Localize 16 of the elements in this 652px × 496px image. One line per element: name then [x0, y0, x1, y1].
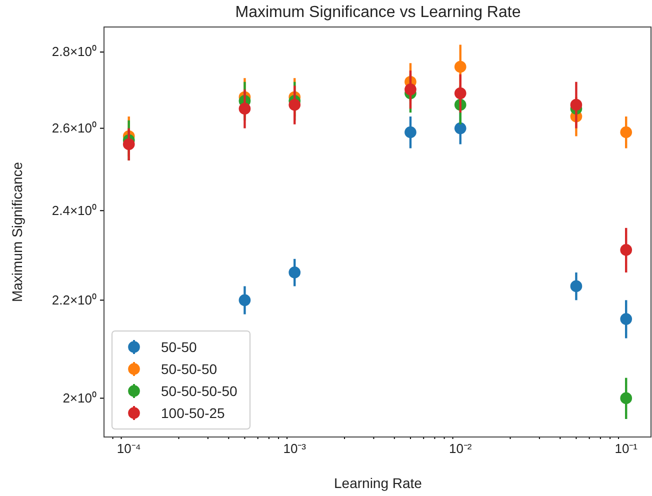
- x-tick-label: 10⁻¹: [614, 441, 638, 456]
- y-tick-label: 2.6×10⁰: [52, 120, 97, 136]
- x-axis-title: Learning Rate: [334, 475, 422, 491]
- legend-label: 50-50-50-50: [161, 383, 238, 399]
- y-tick-label: 2.4×10⁰: [52, 202, 97, 218]
- legend-label: 50-50: [161, 339, 198, 355]
- chart-title: Maximum Significance vs Learning Rate: [235, 4, 521, 21]
- y-tick-label: 2.8×10⁰: [52, 44, 97, 60]
- x-tick-label: 10⁻⁴: [116, 441, 141, 456]
- y-axis-title: Maximum Significance: [9, 162, 25, 302]
- legend-label: 100-50-25: [161, 405, 226, 421]
- y-tick-label: 2×10⁰: [62, 390, 97, 406]
- x-tick-label: 10⁻³: [283, 441, 307, 456]
- legend-label: 50-50-50: [161, 361, 218, 377]
- y-tick-label: 2.2×10⁰: [52, 292, 97, 308]
- x-tick-label: 10⁻²: [448, 441, 472, 456]
